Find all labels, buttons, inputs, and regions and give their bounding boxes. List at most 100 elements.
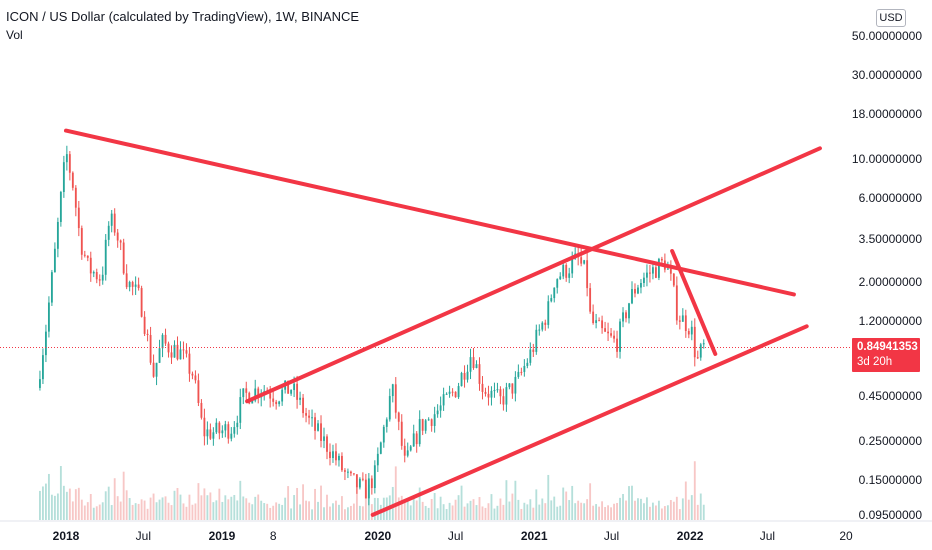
candle-body bbox=[672, 273, 675, 286]
candle-body bbox=[439, 405, 442, 411]
candle-body bbox=[532, 349, 535, 352]
volume-bar bbox=[62, 485, 65, 520]
candle-body bbox=[678, 320, 681, 322]
candle-body bbox=[583, 260, 586, 264]
volume-bar bbox=[352, 503, 355, 520]
candle-body bbox=[272, 398, 275, 402]
volume-bar bbox=[421, 501, 424, 520]
candle-body bbox=[592, 311, 595, 323]
volume-bar bbox=[364, 487, 367, 520]
volume-bar bbox=[278, 503, 281, 520]
volume-bar bbox=[248, 502, 251, 520]
candle-body bbox=[236, 422, 239, 428]
candle-body bbox=[119, 240, 122, 243]
candle-body bbox=[442, 394, 445, 406]
candle-body bbox=[110, 213, 113, 226]
candle-body bbox=[640, 283, 642, 288]
candle-body bbox=[556, 279, 559, 288]
volume-bar bbox=[415, 500, 418, 520]
volume-bar bbox=[654, 505, 657, 520]
candle-body bbox=[230, 433, 233, 439]
candle-body bbox=[550, 298, 553, 302]
candle-body bbox=[361, 478, 364, 480]
y-tick-label: 0.25000000 bbox=[859, 434, 923, 448]
volume-bar bbox=[47, 473, 50, 520]
candle-body bbox=[628, 303, 630, 319]
candle-body bbox=[382, 426, 385, 443]
volume-bar bbox=[140, 499, 143, 520]
trendline-channel-bottom[interactable] bbox=[370, 324, 809, 517]
volume-bar bbox=[143, 500, 146, 520]
volume-bar bbox=[50, 494, 53, 520]
candle-body bbox=[696, 357, 699, 359]
volume-bar bbox=[122, 471, 125, 520]
candle-body bbox=[338, 455, 340, 461]
volume-bar bbox=[164, 496, 167, 520]
trendline-upper-descending[interactable] bbox=[64, 128, 796, 297]
candle-body bbox=[547, 301, 550, 325]
candle-body bbox=[50, 272, 53, 303]
candle-body bbox=[595, 320, 598, 323]
candle-body bbox=[421, 419, 424, 431]
volume-bar bbox=[646, 497, 648, 520]
volume-bar bbox=[86, 502, 89, 520]
candle-body bbox=[651, 267, 654, 274]
candle-body bbox=[101, 274, 104, 281]
volume-bar bbox=[397, 497, 400, 520]
volume-bar bbox=[329, 506, 331, 520]
candle-body bbox=[436, 410, 439, 415]
volume-bar bbox=[53, 495, 56, 520]
volume-bar bbox=[439, 496, 442, 520]
volume-bar bbox=[445, 509, 448, 520]
candle-body bbox=[107, 225, 110, 240]
x-tick-label: 20 bbox=[839, 529, 853, 543]
y-tick-label: 1.20000000 bbox=[859, 314, 923, 328]
volume-bar bbox=[272, 505, 275, 520]
candle-body bbox=[152, 362, 155, 377]
y-tick-label: 18.00000000 bbox=[852, 107, 922, 121]
volume-bar bbox=[134, 503, 137, 520]
trendline-breakdown[interactable] bbox=[670, 249, 718, 356]
volume-bar bbox=[493, 508, 496, 520]
candle-body bbox=[104, 239, 107, 275]
volume-bar bbox=[526, 504, 529, 520]
candle-body bbox=[475, 364, 478, 369]
candle-body bbox=[122, 242, 125, 274]
volume-bar bbox=[197, 483, 200, 520]
candle-body bbox=[47, 302, 50, 332]
volume-bar bbox=[565, 491, 568, 520]
volume-bar bbox=[451, 505, 454, 520]
volume-bar bbox=[508, 501, 511, 520]
volume-bar bbox=[607, 505, 609, 520]
volume-bar bbox=[245, 498, 248, 520]
volume-bar bbox=[628, 486, 630, 520]
candle-body bbox=[559, 276, 562, 280]
volume-bar bbox=[65, 491, 68, 520]
trendline-channel-top[interactable] bbox=[245, 146, 822, 404]
candle-body bbox=[520, 371, 523, 373]
candle-body bbox=[80, 228, 83, 255]
candle-body bbox=[194, 375, 197, 381]
candle-body bbox=[427, 419, 430, 421]
volume-bar bbox=[128, 498, 131, 520]
volume-bar bbox=[484, 507, 487, 520]
candle-body bbox=[702, 343, 705, 345]
candle-body bbox=[326, 436, 328, 452]
candle-body bbox=[212, 432, 215, 439]
candle-body bbox=[565, 264, 568, 278]
candle-body bbox=[320, 423, 322, 441]
currency-badge[interactable]: USD bbox=[876, 9, 906, 27]
candle-body bbox=[484, 391, 487, 394]
candle-body bbox=[693, 326, 696, 358]
candle-body bbox=[62, 162, 65, 192]
candle-body bbox=[370, 478, 373, 489]
candle-body bbox=[302, 397, 305, 414]
volume-bar bbox=[179, 494, 182, 520]
volume-bar bbox=[320, 485, 322, 520]
volume-bar bbox=[520, 508, 523, 520]
candle-body bbox=[209, 429, 212, 439]
y-tick-label: 0.45000000 bbox=[859, 389, 923, 403]
volume-bar bbox=[640, 498, 642, 520]
